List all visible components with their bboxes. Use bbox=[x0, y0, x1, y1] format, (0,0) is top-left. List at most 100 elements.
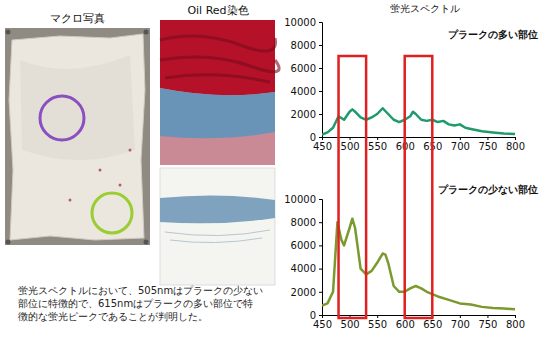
tick: 2000 bbox=[291, 287, 322, 298]
pin bbox=[6, 30, 11, 35]
axis-line bbox=[319, 200, 323, 316]
tick-mark bbox=[319, 269, 322, 270]
stain-spot bbox=[99, 169, 102, 172]
tick-mark bbox=[319, 114, 322, 115]
tick-label: 750 bbox=[478, 319, 497, 330]
tick-mark bbox=[350, 137, 351, 140]
y-axis: 0 2000 4000 6000 8000 10000 bbox=[284, 17, 322, 143]
tick-label: 700 bbox=[451, 319, 470, 330]
spectrum-line bbox=[322, 108, 515, 134]
tissue bbox=[9, 34, 145, 240]
axis-line bbox=[323, 138, 516, 141]
tick-label: 2000 bbox=[291, 287, 316, 298]
tick-mark bbox=[319, 315, 322, 316]
tick-label: 550 bbox=[368, 319, 387, 330]
tick-mark bbox=[460, 315, 461, 318]
tick-mark bbox=[487, 137, 488, 140]
y-axis: 0 2000 4000 6000 8000 10000 bbox=[284, 194, 322, 321]
tick: 8000 bbox=[291, 40, 322, 51]
tick: 6000 bbox=[291, 240, 322, 251]
tick: 0 bbox=[310, 310, 322, 321]
tick-label: 8000 bbox=[291, 40, 316, 51]
tick: 750 bbox=[478, 315, 497, 330]
chart-title-group: プラークの少ない部位 bbox=[436, 183, 540, 197]
tick: 550 bbox=[368, 137, 387, 152]
tick-label: 4000 bbox=[291, 263, 316, 274]
axis-line bbox=[319, 23, 323, 138]
tick-mark bbox=[487, 315, 488, 318]
chart-title: プラークの少ない部位 bbox=[438, 184, 538, 196]
title-patch bbox=[446, 28, 540, 41]
pin bbox=[144, 240, 149, 245]
stain-image bbox=[160, 168, 275, 285]
tick: 750 bbox=[478, 137, 497, 152]
panel-title: マクロ写真 bbox=[50, 12, 105, 25]
stain-spot bbox=[119, 184, 122, 187]
tick: 10000 bbox=[284, 17, 322, 28]
tick: 700 bbox=[451, 315, 470, 330]
tick: 500 bbox=[341, 137, 360, 152]
stain-fiber bbox=[165, 230, 270, 243]
region-circle bbox=[92, 193, 132, 233]
tick-label: 800 bbox=[506, 319, 525, 330]
macro-photo bbox=[5, 28, 150, 245]
plot-area bbox=[322, 219, 515, 309]
tick-label: 450 bbox=[313, 319, 332, 330]
tick: 6000 bbox=[291, 63, 322, 74]
panel-title: 蛍光スペクトル bbox=[390, 3, 460, 14]
tick-label: 550 bbox=[368, 141, 387, 152]
tick-label: 8000 bbox=[291, 217, 316, 228]
stain-spot bbox=[129, 149, 132, 152]
highlights bbox=[339, 56, 433, 318]
title-patch bbox=[436, 183, 540, 197]
tick: 4000 bbox=[291, 263, 322, 274]
highlight-band bbox=[405, 56, 433, 318]
tick-mark bbox=[460, 137, 461, 140]
chart-title: プラークの多い部位 bbox=[448, 29, 538, 40]
tick-mark bbox=[319, 245, 322, 246]
pin bbox=[6, 240, 11, 245]
plot-area bbox=[322, 108, 515, 134]
tick: 4000 bbox=[291, 86, 322, 97]
tick-mark bbox=[377, 137, 378, 140]
caption-line: 部位に特徴的で、615nmはプラークの多い部位で特 bbox=[18, 298, 253, 309]
tick-mark bbox=[319, 199, 322, 200]
tick-label: 750 bbox=[478, 141, 497, 152]
tick-mark bbox=[377, 315, 378, 318]
tissue-shade bbox=[20, 55, 135, 160]
tick-mark bbox=[319, 137, 322, 138]
x-axis: 450500550600650700750800 bbox=[313, 137, 525, 152]
tick: 800 bbox=[506, 315, 525, 330]
stain-image bbox=[160, 20, 275, 165]
tick-label: 450 bbox=[313, 141, 332, 152]
figure: マクロ写真 Oil Red染色蛍光スペクトルにおいて、505nmはプラークの少ない… bbox=[0, 0, 545, 340]
tick-label: 600 bbox=[396, 319, 415, 330]
caption-line: 蛍光スペクトルにおいて、505nmはプラークの少ない bbox=[18, 285, 263, 296]
stain-blue bbox=[160, 88, 275, 138]
caption-line: 徴的な蛍光ピークであることが判明した。 bbox=[18, 311, 208, 322]
panel-title: Oil Red染色 bbox=[187, 4, 248, 17]
tick-label: 6000 bbox=[291, 63, 316, 74]
tick-label: 0 bbox=[310, 310, 316, 321]
tick-label: 10000 bbox=[284, 194, 316, 205]
highlight-band bbox=[339, 56, 367, 318]
tick: 0 bbox=[310, 132, 322, 143]
tick-label: 0 bbox=[310, 132, 316, 143]
tick-label: 650 bbox=[423, 319, 442, 330]
tick: 2000 bbox=[291, 109, 322, 120]
spectrum-line bbox=[322, 219, 515, 309]
tick-label: 4000 bbox=[291, 86, 316, 97]
region-circle bbox=[40, 96, 84, 140]
tick-mark bbox=[319, 91, 322, 92]
tick-mark bbox=[319, 22, 322, 23]
tick: 8000 bbox=[291, 217, 322, 228]
tick-mark bbox=[319, 222, 322, 223]
chart-title-group: プラークの多い部位 bbox=[446, 28, 540, 41]
tick-label: 800 bbox=[506, 141, 525, 152]
tick-mark bbox=[319, 45, 322, 46]
tick-label: 6000 bbox=[291, 240, 316, 251]
tick: 550 bbox=[368, 315, 387, 330]
tick-mark bbox=[515, 137, 516, 140]
tick-mark bbox=[319, 292, 322, 293]
tick: 10000 bbox=[284, 194, 322, 205]
